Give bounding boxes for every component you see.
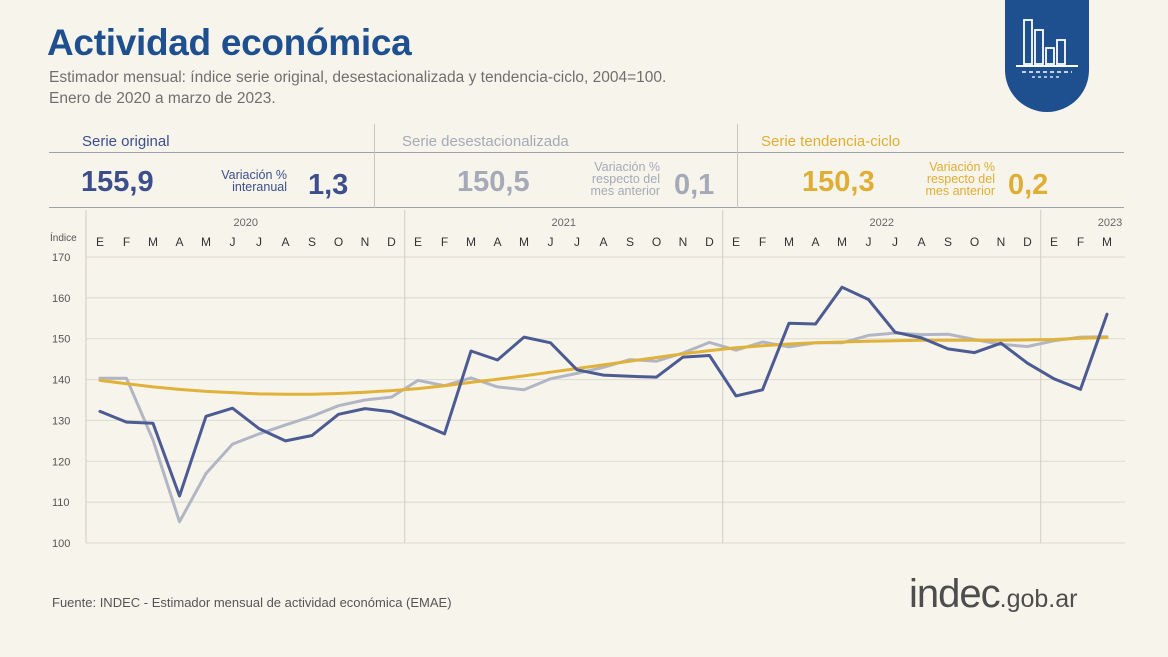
x-tick-label: E — [1050, 235, 1058, 249]
variation-label-line: Variación % — [221, 168, 287, 182]
x-tick-label: J — [866, 235, 872, 249]
page-title: Actividad económica — [47, 22, 412, 63]
y-tick-label: 130 — [52, 415, 70, 427]
subtitle-line-2: Enero de 2020 a marzo de 2023. — [49, 90, 276, 107]
tendencia-variation-value: 0,2 — [1008, 169, 1049, 201]
subtitle-line-1: Estimador mensual: índice serie original… — [49, 69, 667, 86]
x-tick-label: F — [123, 235, 130, 249]
variation-label-line: respecto del — [591, 172, 660, 186]
x-tick-label: A — [281, 235, 289, 249]
series-line-desest — [98, 331, 1109, 524]
brand-domain: .gob.ar — [999, 585, 1078, 613]
y-tick-label: 160 — [52, 293, 70, 305]
x-tick-label: O — [652, 235, 661, 249]
summary-separator — [374, 124, 375, 208]
year-label: 2020 — [234, 217, 258, 229]
x-tick-label: S — [944, 235, 952, 249]
x-tick-label: M — [201, 235, 211, 249]
brand-main: indec — [909, 572, 1001, 616]
variation-label-line: Variación % — [929, 160, 995, 174]
x-tick-label: A — [811, 235, 819, 249]
y-tick-label: 150 — [52, 334, 70, 346]
x-tick-label: O — [970, 235, 979, 249]
variation-label-line: respecto del — [926, 172, 995, 186]
original-variation-value: 1,3 — [308, 169, 349, 201]
original-variation-label: Variación % interanual — [209, 168, 287, 194]
x-tick-label: E — [732, 235, 740, 249]
year-label: 2021 — [552, 217, 576, 229]
summary-panel: Serie original 155,9 Variación % interan… — [49, 124, 1124, 208]
y-tick-label: 100 — [52, 538, 70, 550]
x-tick-label: N — [361, 235, 370, 249]
tendencia-variation-label: Variación % respecto del mes anterior — [903, 160, 995, 198]
bar-chart-icon — [1016, 19, 1078, 78]
series-line-original — [98, 285, 1109, 498]
original-label: Serie original — [82, 133, 170, 150]
x-tick-label: A — [493, 235, 501, 249]
x-tick-label: D — [387, 235, 396, 249]
original-value: 155,9 — [81, 166, 154, 198]
x-tick-label: J — [892, 235, 898, 249]
tendencia-label: Serie tendencia-ciclo — [761, 133, 901, 150]
x-tick-label: D — [705, 235, 714, 249]
y-tick-label: 120 — [52, 456, 70, 468]
x-tick-label: N — [679, 235, 688, 249]
x-tick-label: O — [334, 235, 343, 249]
variation-label-line: Variación % — [594, 160, 660, 174]
x-tick-label: J — [256, 235, 262, 249]
variation-label-line: mes anterior — [925, 184, 995, 198]
x-tick-label: S — [308, 235, 316, 249]
y-tick-label: 110 — [52, 497, 70, 509]
x-tick-label: A — [599, 235, 607, 249]
desest-label: Serie desestacionalizada — [402, 133, 569, 150]
year-label: 2023 — [1098, 217, 1122, 229]
year-label: 2022 — [870, 217, 894, 229]
y-axis-label: Índice — [50, 231, 77, 244]
x-tick-label: S — [626, 235, 634, 249]
series-line-tendencia — [98, 336, 1109, 396]
indec-logo: indec.gob.ar — [909, 572, 1077, 617]
x-tick-label: E — [96, 235, 104, 249]
x-tick-label: J — [230, 235, 236, 249]
desest-variation-value: 0,1 — [674, 169, 715, 201]
x-tick-label: M — [466, 235, 476, 249]
x-tick-label: F — [759, 235, 766, 249]
x-tick-label: J — [574, 235, 580, 249]
x-tick-label: N — [997, 235, 1006, 249]
variation-label-line: mes anterior — [590, 184, 660, 198]
x-tick-label: M — [519, 235, 529, 249]
desest-value: 150,5 — [457, 166, 530, 198]
x-tick-label: F — [441, 235, 448, 249]
x-tick-label: J — [548, 235, 554, 249]
y-tick-label: 140 — [52, 375, 70, 387]
x-tick-label: M — [837, 235, 847, 249]
summary-separator — [737, 124, 738, 208]
y-tick-label: 170 — [52, 252, 70, 264]
subtitle: Estimador mensual: índice serie original… — [49, 67, 666, 109]
x-tick-label: A — [175, 235, 183, 249]
variation-label-line: interanual — [232, 180, 287, 194]
x-tick-label: E — [414, 235, 422, 249]
summary-divider-bottom — [49, 207, 1124, 208]
x-tick-label: A — [917, 235, 925, 249]
x-tick-label: M — [784, 235, 794, 249]
summary-divider-top — [49, 152, 1124, 153]
x-tick-label: M — [148, 235, 158, 249]
x-tick-label: M — [1102, 235, 1112, 249]
desest-variation-label: Variación % respecto del mes anterior — [568, 160, 660, 198]
tendencia-value: 150,3 — [802, 166, 875, 198]
logo-badge — [1005, 0, 1089, 112]
x-tick-label: D — [1023, 235, 1032, 249]
source-note: Fuente: INDEC - Estimador mensual de act… — [52, 595, 452, 610]
x-tick-label: F — [1077, 235, 1084, 249]
